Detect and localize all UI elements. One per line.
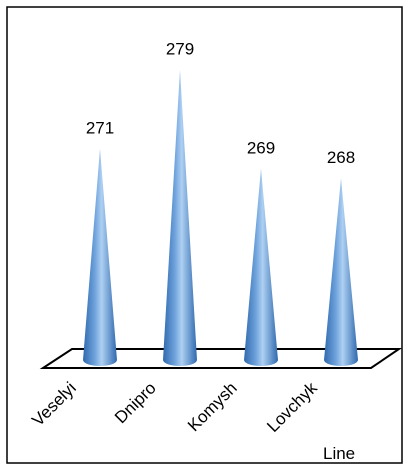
- chart-floor: [39, 348, 403, 369]
- cone-series: [83, 69, 358, 367]
- cone-bar-veselyi: [83, 148, 117, 366]
- cone-bar-komysh: [244, 168, 278, 366]
- data-labels: 271 279 269 268: [86, 40, 355, 168]
- data-label-dnipro: 279: [166, 40, 194, 59]
- data-label-lovchyk: 268: [327, 148, 355, 167]
- data-label-veselyi: 271: [86, 119, 114, 138]
- x-axis-label: Line: [323, 444, 355, 463]
- cone-bar-dnipro: [163, 69, 197, 367]
- data-label-komysh: 269: [247, 138, 275, 157]
- cone-bar-lovchyk: [324, 178, 358, 366]
